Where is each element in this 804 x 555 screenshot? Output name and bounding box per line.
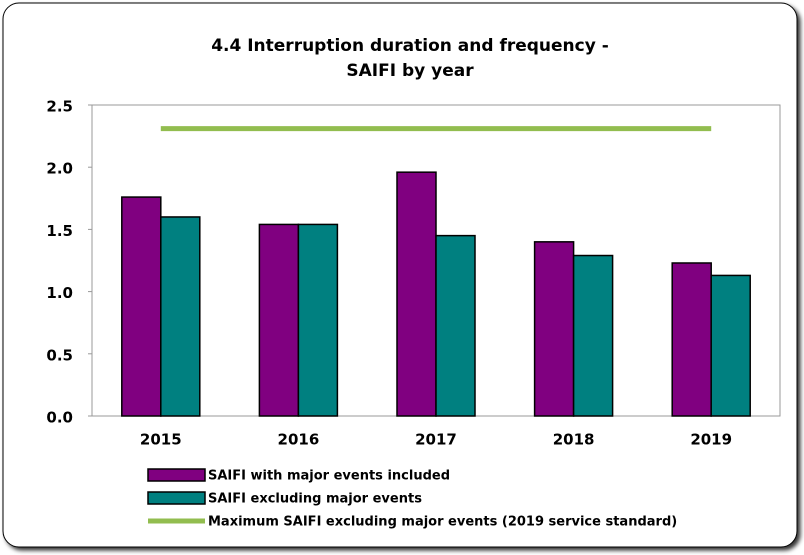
- x-tick-label: 2017: [415, 431, 457, 449]
- legend-swatch: [147, 491, 206, 505]
- bar: [710, 274, 751, 417]
- y-tick-label: 0.0: [46, 409, 73, 427]
- legend-label: SAIFI with major events included: [208, 469, 450, 484]
- bar: [533, 241, 575, 417]
- bar: [160, 216, 201, 417]
- bar: [121, 196, 162, 417]
- x-tick-label: 2016: [278, 431, 320, 449]
- bar: [396, 171, 437, 417]
- chart-title: 4.4 Interruption duration and frequency …: [211, 36, 609, 56]
- y-tick-label: 2.5: [46, 98, 73, 116]
- bar: [435, 234, 476, 417]
- y-tick-label: 1.5: [46, 222, 73, 240]
- x-tick-label: 2019: [690, 431, 732, 449]
- y-tick-label: 2.0: [46, 160, 73, 178]
- bar: [671, 262, 712, 417]
- chart-title: SAIFI by year: [346, 61, 474, 81]
- legend-label: Maximum SAIFI excluding major events (20…: [208, 515, 677, 530]
- y-tick-label: 1.0: [46, 284, 73, 302]
- y-tick-label: 0.5: [46, 346, 73, 364]
- x-tick-label: 2018: [553, 431, 595, 449]
- bar: [258, 223, 300, 417]
- legend-label: SAIFI excluding major events: [208, 492, 422, 507]
- x-tick-label: 2015: [140, 431, 182, 449]
- bar: [297, 223, 339, 417]
- legend-swatch: [147, 468, 206, 482]
- bar: [572, 254, 614, 417]
